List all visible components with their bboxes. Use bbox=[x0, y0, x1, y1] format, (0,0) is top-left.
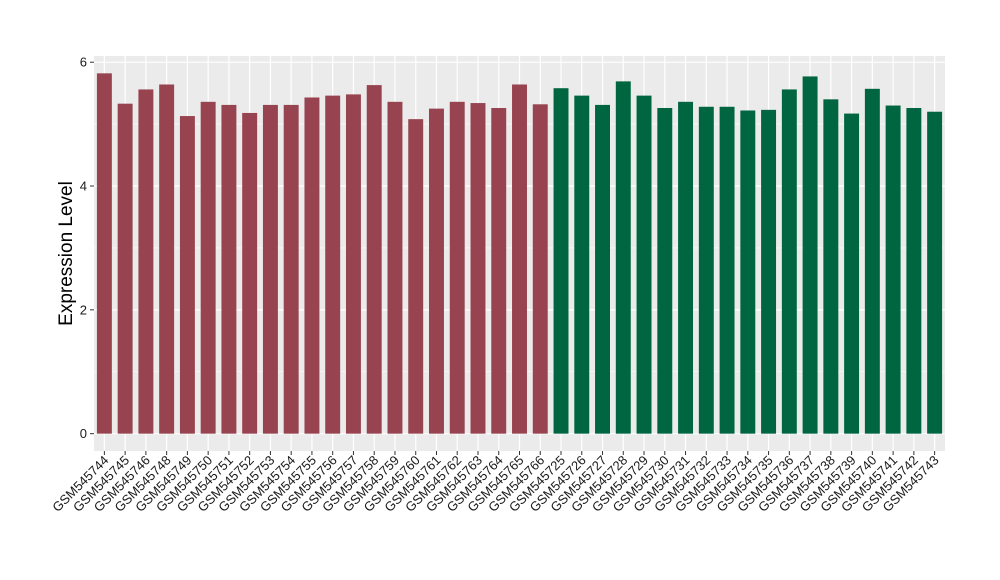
bar-GSM545740 bbox=[864, 88, 880, 434]
bar-GSM545761 bbox=[429, 108, 444, 434]
bar-GSM545737 bbox=[802, 76, 818, 434]
y-axis-title: Expression Level bbox=[56, 181, 77, 326]
y-tick-label: 4 bbox=[80, 179, 87, 194]
bar-GSM545760 bbox=[408, 119, 424, 434]
bar-GSM545741 bbox=[885, 105, 901, 434]
bar-GSM545733 bbox=[719, 106, 735, 434]
bar-GSM545725 bbox=[553, 88, 569, 434]
bar-GSM545758 bbox=[366, 85, 382, 434]
bar-GSM545756 bbox=[325, 95, 341, 434]
bar-GSM545732 bbox=[698, 106, 714, 434]
bar-GSM545750 bbox=[200, 101, 216, 434]
bar-GSM545739 bbox=[844, 113, 860, 434]
bar-GSM545736 bbox=[781, 89, 797, 434]
bar-GSM545749 bbox=[179, 116, 195, 434]
bar-GSM545753 bbox=[262, 104, 278, 434]
bar-GSM545762 bbox=[449, 101, 465, 434]
bar-GSM545730 bbox=[657, 108, 673, 434]
bar-GSM545728 bbox=[615, 81, 631, 434]
bar-GSM545748 bbox=[159, 84, 175, 434]
bar-GSM545763 bbox=[470, 103, 486, 434]
bar-GSM545726 bbox=[574, 95, 590, 434]
bar-GSM545745 bbox=[117, 103, 133, 434]
bar-GSM545734 bbox=[740, 110, 756, 434]
x-axis: GSM545744GSM545745GSM545746GSM545748GSM5… bbox=[49, 451, 942, 515]
bar-GSM545766 bbox=[532, 104, 548, 434]
bars bbox=[96, 73, 943, 434]
y-axis: 0 2 4 6 bbox=[80, 55, 94, 441]
bar-GSM545738 bbox=[823, 99, 839, 434]
bar-GSM545727 bbox=[595, 104, 610, 434]
y-tick-label: 6 bbox=[80, 55, 87, 70]
bar-GSM545746 bbox=[138, 89, 154, 434]
bar-GSM545735 bbox=[761, 109, 777, 434]
bar-GSM545731 bbox=[678, 101, 694, 434]
y-tick-label: 2 bbox=[80, 302, 87, 317]
bar-GSM545764 bbox=[491, 108, 507, 434]
bar-GSM545759 bbox=[387, 101, 403, 434]
bar-GSM545744 bbox=[96, 73, 112, 434]
bar-GSM545752 bbox=[242, 112, 258, 434]
bar-GSM545765 bbox=[512, 84, 527, 434]
bar-GSM545754 bbox=[283, 104, 299, 434]
bar-GSM545743 bbox=[927, 111, 943, 434]
bar-GSM545729 bbox=[636, 95, 652, 434]
bar-GSM545751 bbox=[221, 104, 237, 434]
bar-GSM545742 bbox=[906, 108, 922, 434]
bar-GSM545757 bbox=[345, 94, 361, 434]
bar-GSM545755 bbox=[304, 97, 320, 434]
y-tick-label: 0 bbox=[80, 426, 87, 441]
